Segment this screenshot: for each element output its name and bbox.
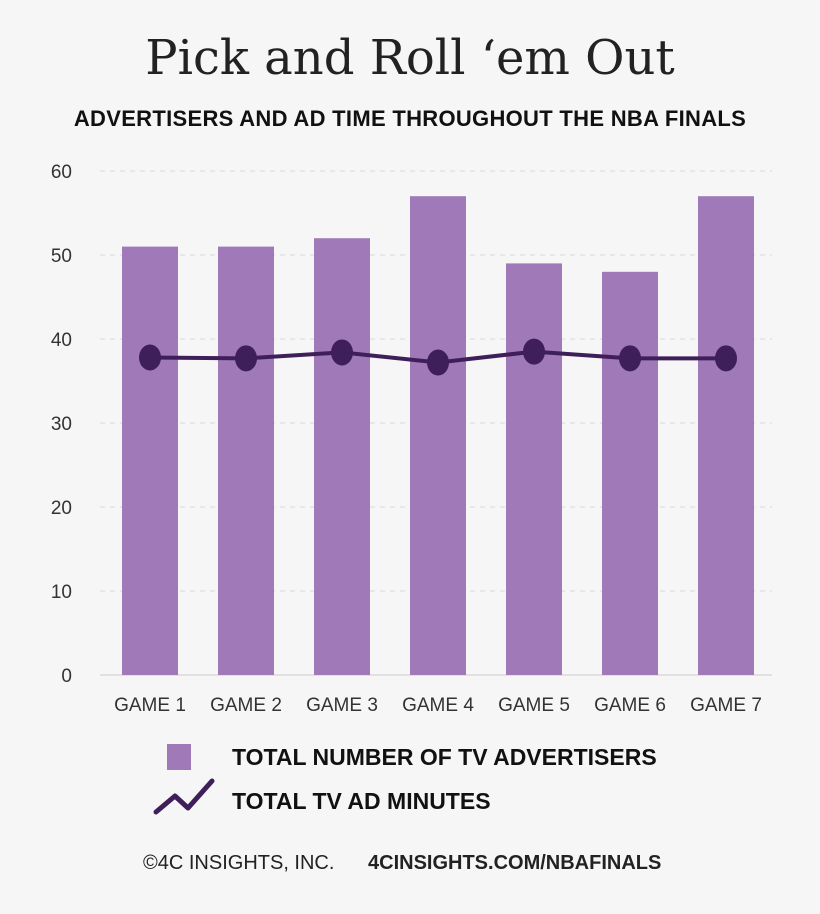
y-tick-label: 40	[51, 330, 72, 351]
bar	[506, 263, 562, 675]
y-tick-label: 30	[51, 414, 72, 435]
x-tick-label: GAME 2	[210, 695, 282, 716]
line-point	[619, 345, 641, 372]
y-tick-label: 10	[51, 582, 72, 603]
y-tick-label: 0	[61, 666, 72, 687]
x-tick-label: GAME 6	[594, 695, 666, 716]
chart-subtitle: ADVERTISERS AND AD TIME THROUGHOUT THE N…	[73, 106, 747, 131]
legend-bar-label: TOTAL NUMBER OF TV ADVERTISERS	[232, 744, 657, 770]
line-point	[427, 349, 449, 376]
y-tick-label: 20	[51, 498, 72, 519]
bar	[698, 196, 754, 675]
bar	[602, 271, 658, 675]
line-point	[715, 345, 737, 372]
x-tick-label: GAME 4	[402, 695, 474, 716]
line-point	[139, 344, 161, 371]
line-point	[235, 345, 257, 372]
x-tick-label: GAME 3	[306, 695, 378, 716]
bar	[218, 246, 274, 675]
chart-title: Pick and Roll ‘em Out	[145, 30, 675, 86]
copyright: ©4C INSIGHTS, INC.	[143, 852, 335, 874]
line-point	[331, 339, 353, 366]
bar	[314, 238, 370, 675]
x-tick-label: GAME 5	[498, 695, 570, 716]
bar	[410, 196, 466, 675]
bar	[122, 246, 178, 675]
y-tick-label: 50	[51, 246, 72, 267]
legend-line-icon	[153, 778, 215, 815]
legend-bar-swatch	[167, 744, 191, 770]
x-tick-label: GAME 7	[690, 695, 762, 716]
line-point	[523, 338, 545, 365]
legend-line-label: TOTAL TV AD MINUTES	[232, 788, 491, 814]
x-tick-label: GAME 1	[114, 695, 186, 716]
footer-url[interactable]: 4CINSIGHTS.COM/NBAFINALS	[368, 852, 662, 874]
y-tick-label: 60	[51, 162, 72, 183]
